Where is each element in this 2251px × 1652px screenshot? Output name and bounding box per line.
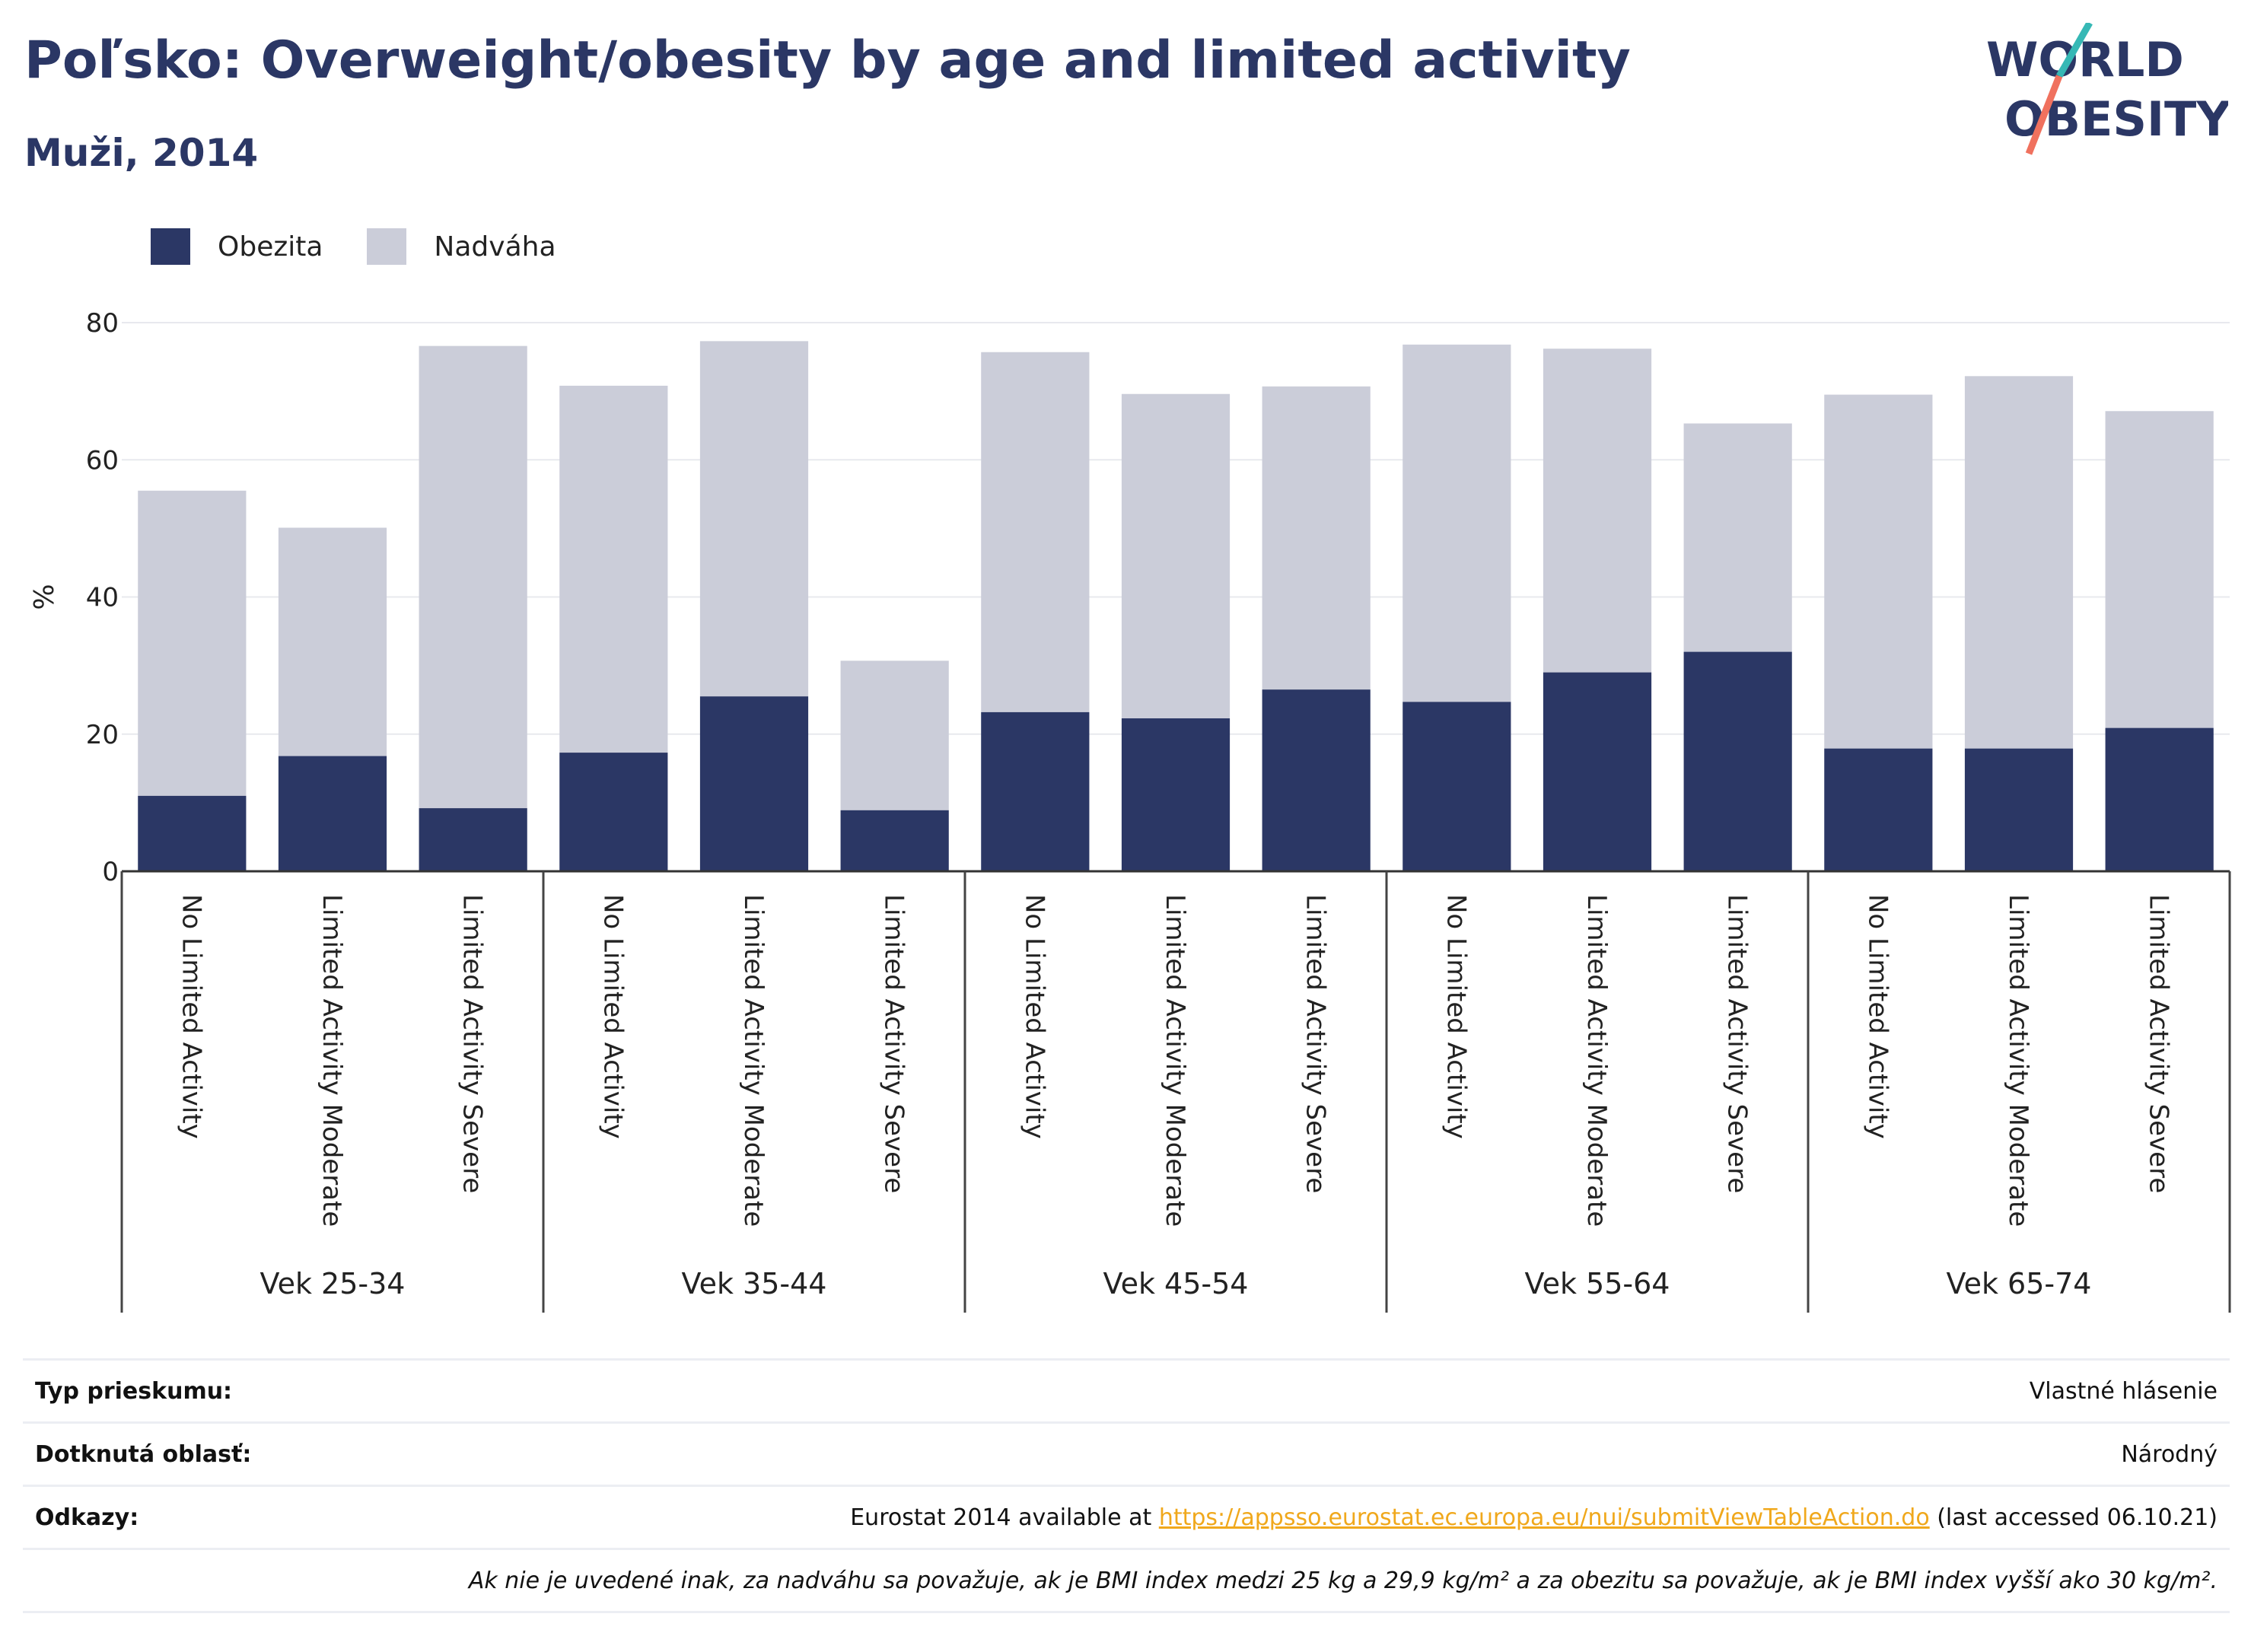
bar-obesity — [419, 808, 527, 871]
footer-row-survey: Typ prieskumu: Vlastné hlásenie — [23, 1358, 2230, 1421]
x-category-label: Limited Activity Severe — [1301, 894, 1331, 1193]
bar-overweight — [1543, 349, 1652, 673]
logo-slash-coral — [2025, 75, 2063, 155]
area-value: Národný — [2121, 1440, 2218, 1468]
logo-line-1: WORLD — [1986, 32, 2184, 88]
bar-overweight — [1964, 376, 2074, 749]
bar-overweight — [1262, 386, 1371, 690]
legend-label-obesity: Obezita — [218, 231, 323, 263]
y-axis-label: % — [29, 584, 60, 610]
x-group-label: Vek 25-34 — [260, 1267, 406, 1300]
references-prefix: Eurostat 2014 available at — [850, 1504, 1159, 1531]
bar-overweight — [559, 385, 668, 753]
x-category-label: Limited Activity Severe — [457, 894, 488, 1193]
bar-obesity — [1543, 672, 1652, 871]
bar-overweight — [1683, 423, 1792, 652]
references-value: Eurostat 2014 available at https://appss… — [850, 1504, 2218, 1531]
bar-overweight — [278, 527, 387, 756]
references-suffix: (last accessed 06.10.21) — [1929, 1504, 2218, 1531]
legend-swatch-overweight — [367, 228, 407, 265]
x-category-label: No Limited Activity — [1862, 894, 1893, 1139]
y-tick-label: 20 — [86, 720, 119, 750]
x-category-label: Limited Activity Moderate — [1160, 894, 1190, 1227]
bmi-note: Ak nie je uvedené inak, za nadváhu sa po… — [468, 1567, 2218, 1594]
references-label: Odkazy: — [35, 1504, 139, 1531]
y-tick-label: 0 — [102, 857, 119, 887]
legend-label-overweight: Nadváha — [434, 231, 556, 263]
x-category-label: Limited Activity Moderate — [2003, 894, 2033, 1227]
x-category-label: Limited Activity Moderate — [317, 894, 347, 1227]
bar-obesity — [1964, 748, 2074, 871]
bar-obesity — [138, 795, 247, 871]
chart-title: Poľsko: Overweight/obesity by age and li… — [24, 30, 1631, 91]
bar-obesity — [1824, 748, 1933, 871]
x-category-label: No Limited Activity — [597, 894, 628, 1139]
x-category-label: Limited Activity Severe — [879, 894, 909, 1193]
bar-obesity — [1262, 689, 1371, 871]
legend-item-overweight[interactable]: Nadváha — [367, 228, 556, 265]
bar-overweight — [419, 345, 527, 809]
bar-obesity — [1121, 718, 1231, 871]
y-tick-label: 60 — [86, 445, 119, 476]
footer-row-area: Dotknutá oblasť: Národný — [23, 1421, 2230, 1485]
survey-type-value: Vlastné hlásenie — [2029, 1377, 2218, 1405]
bar-obesity — [2105, 727, 2214, 871]
bar-obesity — [1683, 651, 1792, 871]
x-group-label: Vek 55-64 — [1525, 1267, 1670, 1300]
bar-overweight — [138, 490, 247, 796]
x-category-label: Limited Activity Severe — [1722, 894, 1753, 1193]
bar-obesity — [840, 810, 949, 871]
x-group-label: Vek 65-74 — [1947, 1267, 2092, 1300]
legend-swatch-obesity — [151, 228, 190, 265]
area-label: Dotknutá oblasť: — [35, 1440, 252, 1468]
x-category-label: No Limited Activity — [1441, 894, 1471, 1139]
x-category-label: Limited Activity Severe — [2144, 894, 2174, 1193]
bar-overweight — [1824, 394, 1933, 749]
x-category-label: No Limited Activity — [1019, 894, 1049, 1139]
chart-legend: Obezita Nadváha — [151, 225, 600, 268]
survey-type-label: Typ prieskumu: — [35, 1377, 233, 1405]
x-category-label: Limited Activity Moderate — [1581, 894, 1612, 1227]
bar-overweight — [1121, 393, 1231, 719]
bar-obesity — [1402, 702, 1511, 871]
bar-overweight — [1402, 344, 1511, 702]
bar-overweight — [2105, 411, 2214, 728]
logo-slash-teal — [2056, 23, 2093, 78]
bar-obesity — [699, 696, 809, 871]
chart-footer: Typ prieskumu: Vlastné hlásenie Dotknutá… — [23, 1358, 2230, 1613]
bar-obesity — [981, 711, 1090, 871]
y-tick-label: 40 — [86, 583, 119, 613]
chart-subtitle: Muži, 2014 — [24, 131, 259, 175]
bar-overweight — [699, 341, 809, 697]
footer-row-note: Ak nie je uvedené inak, za nadváhu sa po… — [23, 1548, 2230, 1613]
x-category-label: Limited Activity Moderate — [738, 894, 769, 1227]
x-category-label: No Limited Activity — [176, 894, 206, 1139]
bar-overweight — [981, 352, 1090, 712]
bar-overweight — [840, 660, 949, 810]
bar-obesity — [559, 753, 668, 871]
footer-row-references: Odkazy: Eurostat 2014 available at https… — [23, 1485, 2230, 1548]
bar-obesity — [278, 756, 387, 871]
x-group-label: Vek 35-44 — [682, 1267, 827, 1300]
references-link[interactable]: https://appsso.eurostat.ec.europa.eu/nui… — [1158, 1504, 1930, 1531]
legend-item-obesity[interactable]: Obezita — [151, 228, 323, 265]
stacked-bar-chart: 0 20 40 60 80% No Limited Activity Limited Act… — [29, 308, 2231, 1313]
x-group-label: Vek 45-54 — [1103, 1267, 1249, 1300]
world-obesity-logo: WORLD OBESITY — [1986, 23, 2228, 155]
y-tick-label: 80 — [86, 308, 119, 339]
